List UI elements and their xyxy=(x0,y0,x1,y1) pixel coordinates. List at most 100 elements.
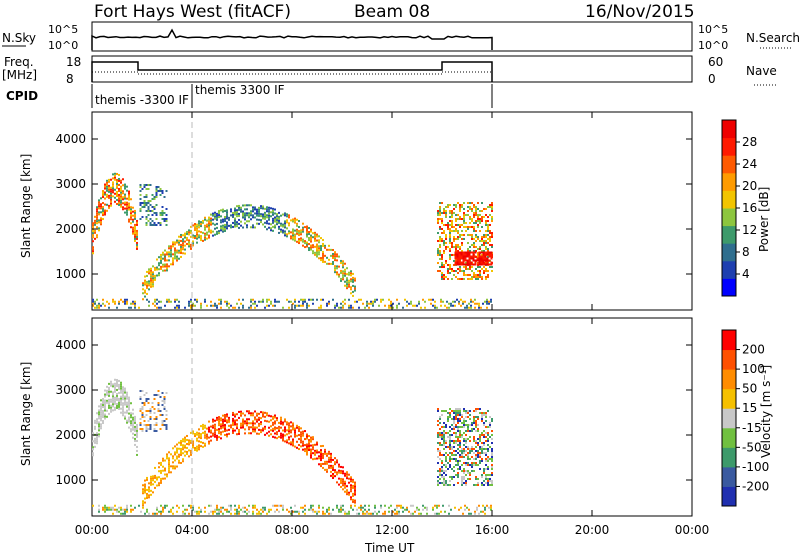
echo-cell xyxy=(439,432,441,434)
echo-cell xyxy=(310,456,312,459)
echo-cell xyxy=(174,257,176,260)
echo-cell xyxy=(236,413,238,416)
echo-cell xyxy=(118,199,120,202)
echo-cell xyxy=(475,462,477,464)
echo-cell xyxy=(168,471,170,474)
echo-cell xyxy=(280,432,282,435)
echo-cell xyxy=(106,391,108,394)
echo-cell xyxy=(330,460,332,463)
echo-cell xyxy=(487,234,489,236)
echo-cell xyxy=(489,206,491,208)
echo-cell xyxy=(485,230,487,232)
echo-cell xyxy=(449,236,451,238)
echo-cell xyxy=(166,453,168,456)
echo-cell xyxy=(180,439,182,442)
echo-cell xyxy=(482,263,485,266)
echo-cell xyxy=(463,438,465,440)
echo-cell xyxy=(100,409,102,412)
echo-cell xyxy=(196,231,198,234)
echo-cell xyxy=(147,208,150,210)
echo-cell xyxy=(178,506,180,509)
echo-cell xyxy=(100,217,102,220)
echo-cell xyxy=(92,454,94,457)
echo-cell xyxy=(298,434,300,437)
echo-cell xyxy=(294,298,296,301)
echo-cell xyxy=(188,233,190,236)
echo-cell xyxy=(477,482,479,484)
echo-cell xyxy=(252,504,254,507)
echo-cell xyxy=(352,494,354,497)
echo-cell xyxy=(350,476,352,479)
echo-cell xyxy=(452,300,454,303)
echo-cell xyxy=(477,224,479,226)
echo-cell xyxy=(114,408,116,411)
x-tick-label: 00:00 xyxy=(75,523,110,537)
echo-cell xyxy=(338,508,340,511)
echo-cell xyxy=(164,269,166,272)
echo-cell xyxy=(160,261,162,264)
echo-cell xyxy=(352,500,354,503)
echo-cell xyxy=(250,214,252,217)
echo-cell xyxy=(161,212,164,214)
echo-cell xyxy=(276,427,278,430)
echo-cell xyxy=(469,474,471,476)
echo-cell xyxy=(455,220,457,222)
echo-cell xyxy=(216,506,218,509)
echo-cell xyxy=(463,408,465,410)
echo-cell xyxy=(318,463,320,466)
echo-cell xyxy=(459,468,461,470)
colorbar-swatch xyxy=(722,369,736,390)
echo-cell xyxy=(461,230,463,232)
echo-cell xyxy=(342,304,344,307)
echo-cell xyxy=(136,241,138,244)
echo-cell xyxy=(294,510,296,513)
echo-cell xyxy=(491,438,493,440)
echo-cell xyxy=(472,257,475,260)
echo-cell xyxy=(451,478,453,480)
echo-cell xyxy=(120,181,122,184)
echo-cell xyxy=(246,226,248,229)
echo-cell xyxy=(110,382,112,385)
echo-cell xyxy=(114,300,116,303)
echo-cell xyxy=(246,208,248,211)
echo-cell xyxy=(463,410,465,412)
echo-cell xyxy=(441,470,443,472)
echo-cell xyxy=(120,399,122,402)
echo-cell xyxy=(430,302,432,305)
echo-cell xyxy=(122,300,124,303)
echo-cell xyxy=(441,274,443,276)
echo-cell xyxy=(110,398,112,401)
colorbar-tick-label: 200 xyxy=(742,343,765,357)
echo-cell xyxy=(300,237,302,240)
echo-cell xyxy=(280,436,282,439)
echo-cell xyxy=(126,405,128,408)
echo-cell xyxy=(486,300,488,303)
echo-cell xyxy=(400,504,402,507)
echo-cell xyxy=(318,235,320,238)
echo-cell xyxy=(288,216,290,219)
echo-cell xyxy=(448,306,450,309)
echo-cell xyxy=(464,251,467,254)
echo-cell xyxy=(449,224,451,226)
echo-cell xyxy=(336,304,338,307)
echo-cell xyxy=(124,389,126,392)
echo-cell xyxy=(480,261,483,264)
echo-cell xyxy=(96,418,98,421)
echo-cell xyxy=(334,271,336,274)
echo-cell xyxy=(437,470,439,472)
echo-cell xyxy=(354,491,356,494)
echo-cell xyxy=(434,512,436,515)
echo-cell xyxy=(455,418,457,420)
echo-cell xyxy=(248,418,250,421)
echo-cell xyxy=(481,276,483,278)
echo-cell xyxy=(310,246,312,249)
echo-cell xyxy=(324,512,326,515)
echo-cell xyxy=(485,436,487,438)
echo-cell xyxy=(114,398,116,401)
echo-cell xyxy=(142,284,144,287)
echo-cell xyxy=(104,191,106,194)
echo-cell xyxy=(134,217,136,220)
echo-cell xyxy=(276,213,278,216)
echo-cell xyxy=(485,482,487,484)
echo-cell xyxy=(465,446,467,448)
